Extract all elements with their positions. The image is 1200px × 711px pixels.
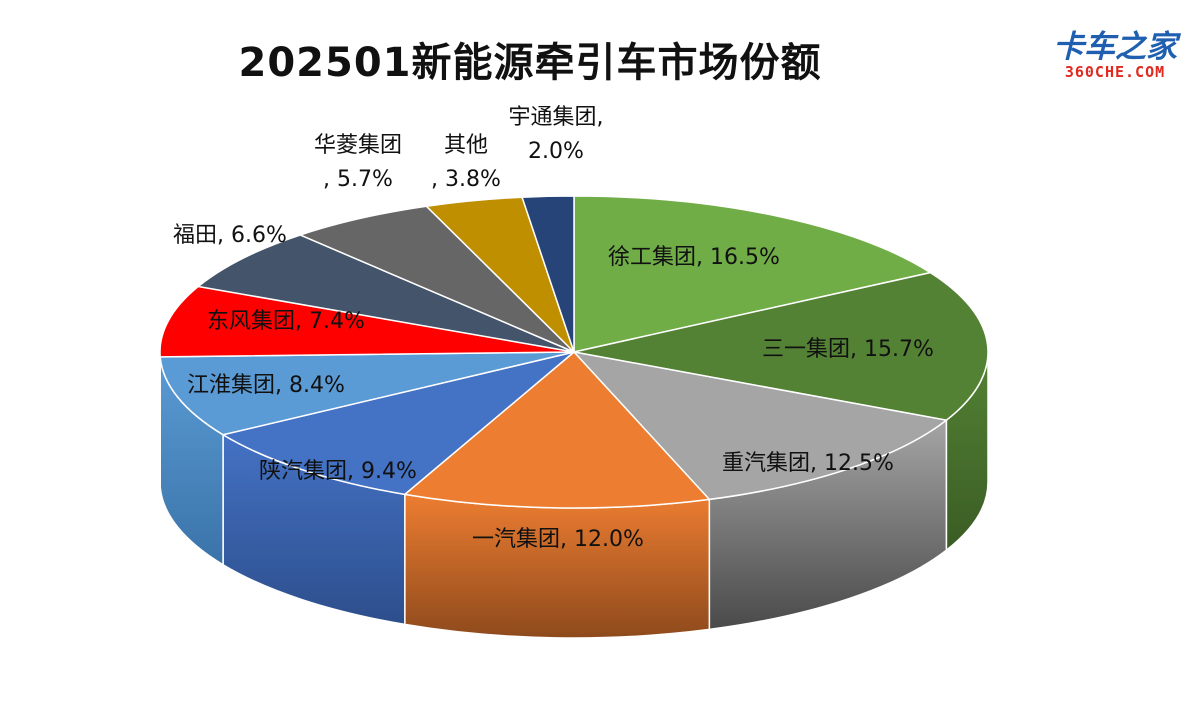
pie-slice-4 [221,351,575,496]
pie-slice-7 [196,234,575,353]
slice-label-5: 江淮集团, 8.4% [187,373,345,398]
slice-label-0: 徐工集团, 16.5% [608,245,780,270]
slice-label-8: 华菱集团, 5.7% [314,133,402,192]
slice-label-3: 一汽集团, 12.0% [472,527,644,552]
brand-logo: 卡车之家 360CHE.COM [1040,30,1190,80]
slice-label-4: 陕汽集团, 9.4% [259,459,417,484]
pie-slice-8 [298,205,575,353]
pie-slice-0 [573,195,933,353]
pie-slice-2 [571,350,949,501]
logo-sub-text: 360CHE.COM [1064,63,1166,81]
slice-label-9: 其他, 3.8% [431,133,501,192]
logo-main-text: 卡车之家 [1053,29,1177,65]
pie-side-3 [404,493,711,639]
slice-label-7: 福田, 6.6% [173,223,287,248]
slice-label-6: 东风集团, 7.4% [207,309,365,334]
pie-slice-6 [159,285,575,358]
slice-label-10: 宇通集团, 2.0% [509,105,604,164]
slice-label-1: 三一集团, 15.7% [762,337,934,362]
slice-label-2: 重汽集团, 12.5% [722,451,894,476]
pie-slice-5 [159,351,575,436]
pie-slice-3 [403,350,711,509]
pie-slice-10 [521,195,575,353]
pie-slice-1 [573,271,989,421]
chart-title: 202501新能源牵引车市场份额 [238,40,822,86]
